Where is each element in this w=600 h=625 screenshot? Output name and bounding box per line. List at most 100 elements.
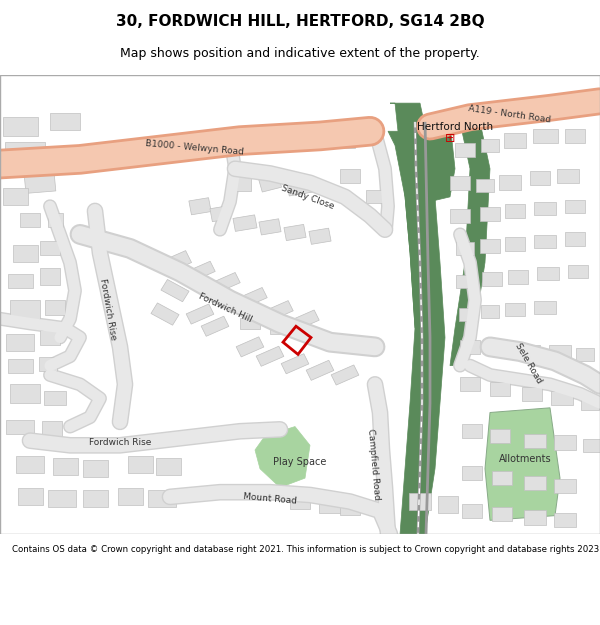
Bar xyxy=(185,261,215,282)
Polygon shape xyxy=(390,103,445,534)
Bar xyxy=(50,113,80,130)
Bar xyxy=(482,272,502,286)
Text: Fordwich Hill: Fordwich Hill xyxy=(197,291,253,324)
Bar xyxy=(340,169,360,183)
Bar xyxy=(551,391,573,406)
Text: Contains OS data © Crown copyright and database right 2021. This information is : Contains OS data © Crown copyright and d… xyxy=(12,545,600,554)
Bar xyxy=(438,496,458,512)
Bar xyxy=(40,331,60,344)
Bar xyxy=(520,345,540,358)
Bar xyxy=(331,365,359,385)
Bar xyxy=(499,175,521,190)
Bar xyxy=(459,308,477,321)
Bar xyxy=(44,391,66,406)
Bar xyxy=(505,204,525,218)
Bar xyxy=(557,169,579,183)
Bar xyxy=(524,476,546,490)
Bar xyxy=(155,459,181,475)
Bar xyxy=(409,493,431,510)
Bar xyxy=(240,318,260,329)
Bar xyxy=(328,336,348,347)
Bar xyxy=(284,224,306,241)
Bar xyxy=(201,316,229,336)
Bar xyxy=(7,359,32,372)
Bar xyxy=(6,334,34,351)
Text: Sele Road: Sele Road xyxy=(513,342,543,386)
Bar xyxy=(534,301,556,314)
Bar xyxy=(481,304,499,318)
Bar xyxy=(189,198,211,215)
Bar xyxy=(148,490,176,508)
Bar xyxy=(476,179,494,192)
Bar xyxy=(554,479,576,492)
Bar xyxy=(480,239,500,252)
Bar xyxy=(83,460,107,478)
Bar xyxy=(237,288,267,309)
Bar xyxy=(456,275,474,288)
Polygon shape xyxy=(388,131,435,328)
Bar xyxy=(319,499,341,513)
Text: Fordwich Rise: Fordwich Rise xyxy=(98,278,118,341)
Bar xyxy=(340,501,360,515)
Bar xyxy=(455,143,475,157)
Bar xyxy=(281,354,309,374)
Bar xyxy=(534,235,556,248)
Bar xyxy=(2,188,28,205)
Bar xyxy=(450,209,470,222)
Bar xyxy=(47,213,62,228)
Bar xyxy=(462,504,482,518)
Bar xyxy=(48,490,76,508)
Bar xyxy=(263,301,293,322)
Polygon shape xyxy=(255,426,310,488)
Bar xyxy=(450,176,470,190)
Bar xyxy=(300,330,320,341)
Bar xyxy=(42,421,62,437)
Text: Hertford North: Hertford North xyxy=(417,121,493,131)
Bar xyxy=(481,139,499,152)
Text: Allotments: Allotments xyxy=(499,454,551,464)
Text: Mount Road: Mount Road xyxy=(243,492,297,506)
Bar xyxy=(2,117,37,136)
Bar xyxy=(456,242,474,255)
Bar xyxy=(480,207,500,221)
Bar xyxy=(565,129,585,143)
Bar xyxy=(53,459,77,475)
Bar xyxy=(581,397,599,410)
Bar xyxy=(462,424,482,438)
Bar xyxy=(554,513,576,528)
Bar xyxy=(161,279,189,302)
Bar xyxy=(524,511,546,524)
Bar xyxy=(151,303,179,325)
Bar xyxy=(462,466,482,481)
Bar xyxy=(62,148,88,162)
Bar xyxy=(568,265,588,279)
Bar xyxy=(5,141,45,158)
Bar xyxy=(83,490,107,508)
Bar xyxy=(508,269,528,284)
Bar xyxy=(7,274,32,288)
Bar xyxy=(20,213,40,228)
Bar xyxy=(39,357,57,371)
Bar xyxy=(530,171,550,185)
Bar xyxy=(534,201,556,214)
Text: Play Space: Play Space xyxy=(274,458,326,468)
Bar xyxy=(286,175,314,196)
Bar xyxy=(158,251,191,274)
Bar xyxy=(270,322,290,334)
Bar xyxy=(565,232,585,246)
Bar xyxy=(233,215,257,231)
Bar xyxy=(210,272,240,294)
Text: Sandy Close: Sandy Close xyxy=(280,183,335,211)
Bar xyxy=(10,300,40,319)
Bar xyxy=(491,342,509,355)
Bar xyxy=(537,268,559,280)
Bar xyxy=(492,471,512,485)
Bar xyxy=(522,387,542,401)
Bar xyxy=(210,206,230,222)
Text: 30, FORDWICH HILL, HERTFORD, SG14 2BQ: 30, FORDWICH HILL, HERTFORD, SG14 2BQ xyxy=(116,14,484,29)
Polygon shape xyxy=(425,122,455,201)
Bar xyxy=(186,304,214,324)
Bar xyxy=(309,228,331,244)
Bar xyxy=(490,429,510,443)
Text: Fordwich Rise: Fordwich Rise xyxy=(89,438,151,447)
